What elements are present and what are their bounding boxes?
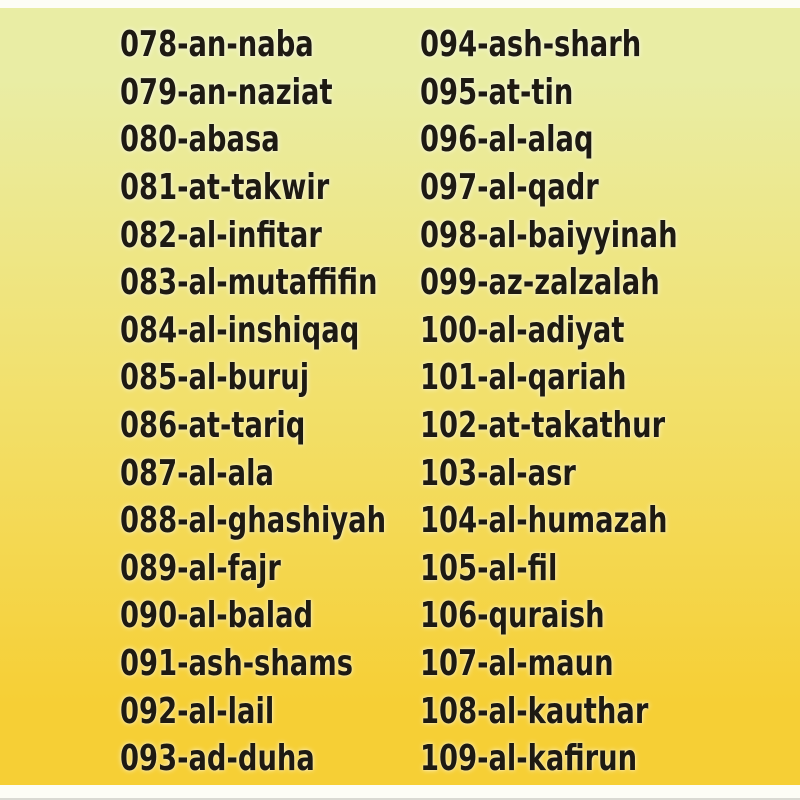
surah-list-item: 080-abasa xyxy=(120,119,280,161)
surah-list-item: 103-al-asr xyxy=(420,452,576,494)
surah-list-item: 081-at-takwir xyxy=(120,167,330,209)
surah-list-item: 097-al-qadr xyxy=(420,167,599,209)
surah-list-item: 095-at-tin xyxy=(420,71,574,113)
surah-list-item: 105-al-fil xyxy=(420,547,558,589)
surah-list-item: 107-al-maun xyxy=(420,643,614,685)
surah-list-item: 079-an-naziat xyxy=(120,71,333,113)
surah-list-item: 087-al-ala xyxy=(120,452,274,494)
surah-list-item: 088-al-ghashiyah xyxy=(120,500,387,542)
surah-list-item: 102-at-takathur xyxy=(420,405,666,447)
surah-list-item: 093-ad-duha xyxy=(120,738,315,780)
surah-list-item: 100-al-adiyat xyxy=(420,309,625,351)
surah-list-item: 108-al-kauthar xyxy=(420,690,649,732)
surah-list-item: 101-al-qariah xyxy=(420,357,627,399)
surah-list-item: 084-al-inshiqaq xyxy=(120,309,360,351)
surah-list-item: 104-al-humazah xyxy=(420,500,668,542)
surah-list-item: 091-ash-shams xyxy=(120,643,354,685)
surah-list-item: 089-al-fajr xyxy=(120,547,281,589)
surah-list-item: 106-quraish xyxy=(420,595,605,637)
surah-right-column: 094-ash-sharh 095-at-tin 096-al-alaq 097-al… xyxy=(420,21,759,783)
top-white-frame xyxy=(0,0,800,8)
surah-list-item: 082-al-infitar xyxy=(120,214,322,256)
surah-list-item: 098-al-baiyyinah xyxy=(420,214,678,256)
surah-list-item: 092-al-lail xyxy=(120,690,275,732)
surah-list-item: 086-at-tariq xyxy=(120,405,306,447)
surah-left-column: 078-an-naba 079-an-naziat 080-abasa 081-at-… xyxy=(120,21,470,783)
surah-list-item: 090-al-balad xyxy=(120,595,314,637)
surah-list-item: 099-az-zalzalah xyxy=(420,262,660,304)
surah-list-item: 109-al-kafirun xyxy=(420,738,638,780)
bottom-white-frame xyxy=(0,785,800,800)
surah-list-item: 094-ash-sharh xyxy=(420,24,642,66)
surah-list-item: 085-al-buruj xyxy=(120,357,310,399)
surah-list-item: 083-al-mutaffifin xyxy=(120,262,378,304)
surah-list-item: 096-al-alaq xyxy=(420,119,594,161)
surah-list-item: 078-an-naba xyxy=(120,24,314,66)
